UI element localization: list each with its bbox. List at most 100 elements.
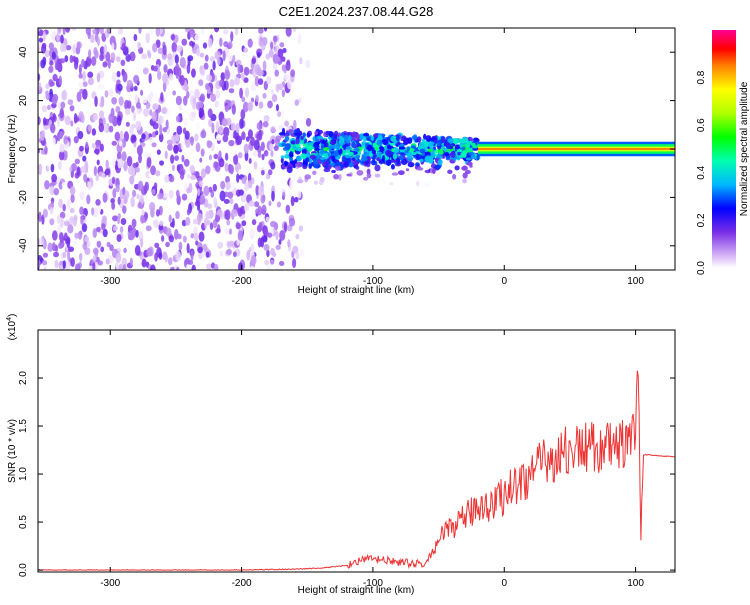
heatmap-cell (145, 225, 152, 232)
heatmap-cell (157, 115, 164, 125)
heatmap-cell (143, 108, 150, 117)
heatmap-cell (75, 116, 80, 123)
heatmap-cell (92, 28, 97, 35)
heatmap-cell (287, 78, 292, 90)
heatmap-cell (138, 230, 143, 239)
heatmap-cell (351, 157, 356, 161)
heatmap-cell (99, 110, 105, 119)
heatmap-cell (277, 83, 284, 91)
heatmap-cell (197, 188, 201, 197)
heatmap-cell (298, 225, 304, 232)
heatmap-cell (346, 173, 352, 177)
heatmap-cell (51, 95, 58, 105)
heatmap-cell (78, 81, 84, 88)
heatmap-cell (376, 139, 383, 146)
heatmap-cell (196, 48, 201, 57)
heatmap-cell (152, 103, 159, 110)
heatmap-cell (431, 136, 438, 141)
heatmap-cell (258, 221, 263, 232)
heatmap-cell (186, 187, 191, 194)
heatmap-cell (254, 76, 260, 87)
heatmap-cell (112, 158, 116, 168)
heatmap-cell (206, 74, 213, 82)
heatmap-cell (147, 51, 152, 59)
heatmap-cell (210, 93, 217, 103)
heatmap-cell (271, 138, 275, 145)
heatmap-cell (313, 163, 317, 169)
heatmap-cell (151, 111, 157, 122)
heatmap-cell (243, 143, 249, 154)
heatmap-cell (247, 179, 252, 189)
heatmap-cell (355, 155, 361, 159)
heatmap-cell (146, 157, 152, 168)
heatmap-cell (122, 71, 128, 83)
heatmap-cell (364, 159, 369, 166)
heatmap-cell (73, 60, 79, 70)
heatmap-cell (90, 34, 95, 44)
heatmap-cell (270, 247, 275, 256)
heatmap-cell (130, 93, 136, 100)
heatmap-cell (436, 142, 441, 147)
heatmap-cell (294, 99, 300, 107)
heatmap-cell (149, 201, 156, 212)
heatmap-cell (213, 161, 219, 169)
heatmap-cell (275, 135, 282, 142)
heatmap-cell (61, 182, 68, 189)
heatmap-cell (67, 224, 74, 234)
heatmap-cell (176, 194, 181, 206)
heatmap-cell (304, 157, 310, 163)
heatmap-cell (293, 119, 297, 131)
heatmap-cell (94, 95, 98, 107)
heatmap-cell (203, 62, 209, 70)
heatmap-cell (214, 214, 221, 223)
heatmap-cell (137, 41, 141, 49)
heatmap-cell (270, 150, 274, 158)
heatmap-cell (250, 265, 255, 270)
heatmap-cell (256, 132, 263, 141)
heatmap-cell (43, 266, 47, 270)
heatmap-cell (265, 216, 270, 222)
heatmap-cell (186, 63, 191, 75)
heatmap-cell (189, 30, 195, 38)
heatmap-cell (149, 109, 153, 116)
heatmap-cell (235, 123, 240, 134)
heatmap-cell (281, 64, 286, 72)
heatmap-cell (118, 96, 124, 106)
heatmap-cell (54, 259, 59, 269)
heatmap-cell (132, 135, 137, 143)
heatmap-cell (183, 158, 190, 167)
heatmap-cell (262, 194, 266, 201)
heatmap-cell (323, 168, 331, 173)
heatmap-cell (84, 236, 90, 243)
heatmap-cell (405, 168, 410, 172)
heatmap-cell (64, 260, 71, 270)
heatmap-cell (55, 244, 59, 253)
heatmap-cell (152, 122, 159, 130)
heatmap-cell (148, 238, 154, 249)
heatmap-cell (397, 170, 405, 176)
heatmap-cell (162, 81, 167, 93)
heatmap-cell (284, 120, 290, 127)
heatmap-cell (278, 132, 286, 136)
heatmap-cell (141, 209, 145, 216)
heatmap-cell (258, 28, 264, 34)
heatmap-cell (319, 150, 325, 155)
heatmap-cell (214, 28, 220, 33)
heatmap-cell (284, 153, 290, 159)
heatmap-cell (404, 150, 409, 154)
heatmap-cell (49, 185, 55, 196)
heatmap-cell (92, 114, 99, 121)
heatmap-cell (155, 130, 159, 136)
snr-panel: -300 -200 -100 0 100 0.0 0.5 1.0 1.5 2.0 Height … (6, 314, 676, 596)
colorbar-label: Normalized spectral amplitude (739, 81, 750, 216)
heatmap-cell (41, 105, 48, 113)
heatmap-cell (121, 151, 127, 162)
snr-x-label: Height of straight line (km) (298, 585, 415, 596)
heatmap-cell (70, 193, 75, 204)
heatmap-cell (261, 153, 265, 161)
heatmap-cell (76, 91, 82, 103)
colorbar-tick-label: 0.6 (696, 118, 707, 132)
heatmap-cell (85, 56, 92, 67)
heatmap-cell (104, 168, 110, 176)
heatmap-cell (294, 147, 302, 152)
